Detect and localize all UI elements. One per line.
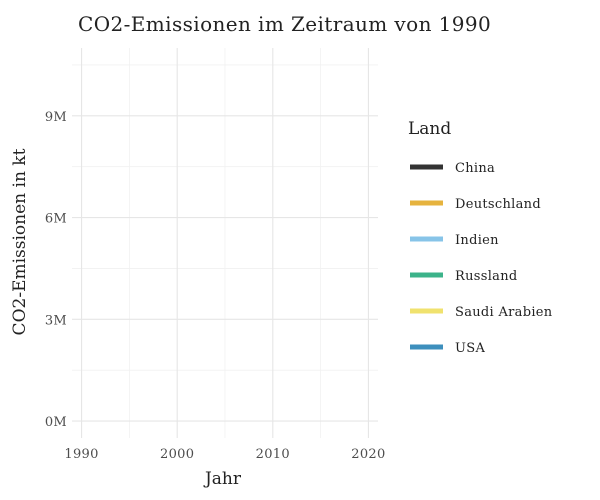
legend-label: Russland (455, 269, 518, 284)
legend-item: China (410, 161, 495, 176)
y-tick-label: 3M (45, 313, 67, 328)
x-tick-label: 2010 (256, 447, 290, 462)
x-axis-ticks: 1990 2000 2010 2020 (64, 447, 385, 462)
legend-item: Saudi Arabien (410, 305, 553, 320)
legend-label: Deutschland (455, 197, 541, 212)
y-axis-ticks: 0M 3M 6M 9M (45, 110, 67, 430)
x-tick-label: 2020 (351, 447, 385, 462)
x-axis-title: Jahr (203, 469, 242, 489)
grid (72, 48, 378, 438)
legend-item: Deutschland (410, 197, 541, 212)
x-tick-label: 2000 (160, 447, 194, 462)
legend-items: China Deutschland Indien Russland Saudi Arab… (410, 161, 553, 356)
legend: Land China Deutschland Indien Russland Saudi… (408, 119, 553, 356)
legend-item: USA (410, 341, 485, 356)
chart-title: CO2-Emissionen im Zeitraum von 1990 (78, 12, 491, 36)
x-tick-label: 1990 (64, 447, 98, 462)
legend-label: Saudi Arabien (455, 305, 553, 320)
legend-label: Indien (455, 233, 499, 248)
y-tick-label: 0M (45, 415, 67, 430)
y-axis-title: CO2-Emissionen in kt (10, 148, 30, 335)
legend-item: Indien (410, 233, 499, 248)
legend-label: USA (455, 341, 485, 356)
legend-label: China (455, 161, 495, 176)
y-tick-label: 6M (45, 212, 67, 227)
legend-title: Land (408, 119, 451, 139)
legend-item: Russland (410, 269, 518, 284)
y-tick-label: 9M (45, 110, 67, 125)
